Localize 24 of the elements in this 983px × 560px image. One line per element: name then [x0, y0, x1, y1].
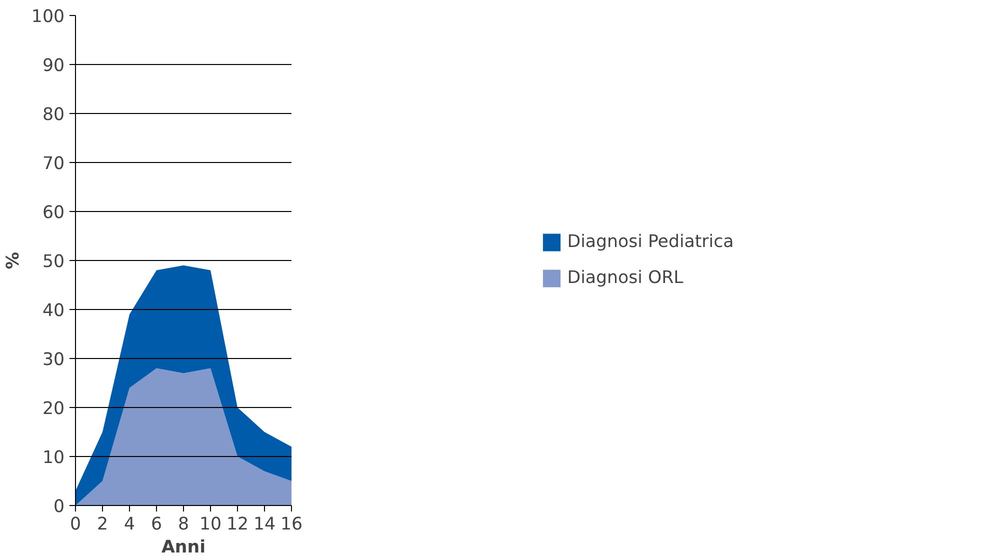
x-tick-label: 2 [96, 514, 108, 534]
y-tick-label: 50 [42, 252, 65, 272]
legend-label: Diagnosi Pediatrica [567, 232, 734, 252]
x-tick-label: 8 [178, 514, 190, 534]
x-tick-label: 16 [280, 514, 303, 534]
y-tick-label: 60 [42, 203, 65, 223]
y-tick-label: 0 [53, 497, 65, 517]
y-tick-label: 10 [42, 448, 65, 468]
y-tick-label: 40 [42, 301, 65, 321]
y-tick-label: 30 [42, 350, 65, 370]
x-tick-label: 10 [199, 514, 222, 534]
x-axis-title: Anni [161, 538, 206, 558]
x-tick-label: 12 [226, 514, 249, 534]
x-tick-label: 14 [253, 514, 276, 534]
x-tick-label: 6 [150, 514, 162, 534]
legend-label: Diagnosi ORL [567, 268, 684, 288]
x-tick-label: 4 [124, 514, 136, 534]
y-tick-label: 70 [42, 154, 65, 174]
y-tick-label: 100 [31, 7, 65, 27]
y-tick-label: 80 [42, 105, 65, 125]
y-tick-label: 90 [42, 56, 65, 76]
y-axis-title: % [3, 252, 24, 270]
x-tick-label: 0 [70, 514, 82, 534]
y-tick-label: 20 [42, 399, 65, 419]
